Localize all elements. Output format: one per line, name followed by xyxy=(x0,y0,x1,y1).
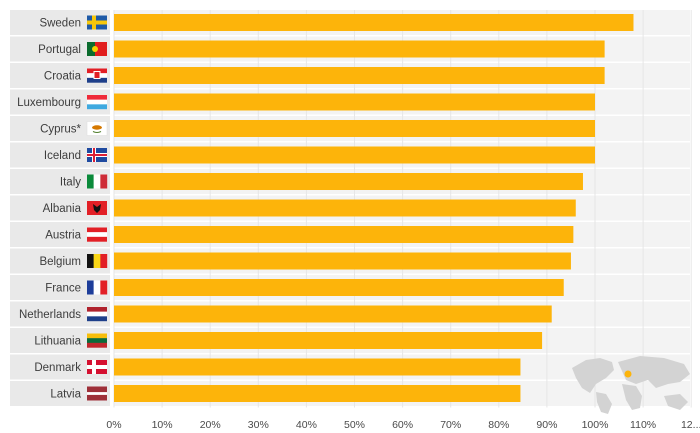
map-landmass xyxy=(622,384,642,410)
bar xyxy=(114,146,595,164)
albania-flag-icon xyxy=(87,201,107,215)
world-map-icon xyxy=(572,356,690,414)
map-highlight xyxy=(624,370,632,378)
bar xyxy=(114,67,605,84)
bar xyxy=(114,279,564,296)
bar xyxy=(114,252,571,270)
bar xyxy=(114,173,583,190)
category-label: Sweden xyxy=(39,18,81,30)
sweden-flag-icon xyxy=(87,15,107,30)
category-label: Belgium xyxy=(39,256,81,268)
x-tick-label: 100% xyxy=(582,419,609,431)
denmark-flag-icon xyxy=(87,360,107,374)
x-tick-label: 12... xyxy=(681,419,700,431)
bar xyxy=(114,385,521,402)
category-labels: Sweden Portugal Croatia Luxembourg Cyprus* Ic… xyxy=(17,18,82,401)
bar xyxy=(114,120,595,137)
map-landmass xyxy=(618,356,690,388)
x-tick-label: 70% xyxy=(440,419,461,431)
category-label: Austria xyxy=(45,230,81,242)
bar xyxy=(114,226,574,243)
bar xyxy=(114,358,521,376)
x-tick-label: 80% xyxy=(488,419,509,431)
cyprus-flag-icon xyxy=(86,121,108,136)
map-landmass xyxy=(664,394,688,410)
category-label: Albania xyxy=(43,203,82,215)
category-label: Iceland xyxy=(44,150,81,162)
category-label: Netherlands xyxy=(19,309,81,321)
bar xyxy=(114,14,634,31)
category-label: Latvia xyxy=(50,389,81,401)
bar xyxy=(114,305,552,323)
bar xyxy=(114,40,605,58)
x-tick-label: 10% xyxy=(152,419,173,431)
x-axis-ticks: 0% 10% 20% 30% 40% 50% 60% 70% 80% 90% 100% 110% 12.… xyxy=(106,419,700,431)
iceland-flag-icon xyxy=(87,148,107,162)
category-label: Italy xyxy=(60,177,81,189)
world-map-shape xyxy=(572,356,690,414)
x-tick-label: 30% xyxy=(248,419,269,431)
netherlands-flag-icon xyxy=(87,307,107,322)
x-tick-label: 20% xyxy=(200,419,221,431)
portugal-flag-icon xyxy=(87,42,107,56)
luxembourg-flag-icon xyxy=(87,95,107,110)
category-label: Luxembourg xyxy=(17,97,81,109)
bar xyxy=(114,93,595,111)
category-label: France xyxy=(45,283,81,295)
category-label: Portugal xyxy=(38,44,81,56)
bars xyxy=(114,14,634,402)
italy-flag-icon xyxy=(87,174,108,189)
x-tick-label: 50% xyxy=(344,419,365,431)
category-label: Denmark xyxy=(34,362,81,374)
bar xyxy=(114,199,576,217)
croatia-flag-icon xyxy=(87,68,107,83)
bar xyxy=(114,332,543,349)
austria-flag-icon xyxy=(87,227,107,242)
x-tick-label: 0% xyxy=(106,419,121,431)
category-label: Cyprus* xyxy=(40,124,81,136)
x-tick-label: 40% xyxy=(296,419,317,431)
map-landmass xyxy=(572,358,614,393)
map-landmass xyxy=(596,392,612,414)
latvia-flag-icon xyxy=(87,386,107,401)
france-flag-icon xyxy=(87,280,108,295)
category-label: Croatia xyxy=(44,71,82,83)
lithuania-flag-icon xyxy=(87,333,107,348)
flags xyxy=(86,15,108,401)
belgium-flag-icon xyxy=(87,254,108,268)
category-label: Lithuania xyxy=(34,336,81,348)
x-tick-label: 90% xyxy=(536,419,557,431)
x-tick-label: 110% xyxy=(630,419,656,431)
x-tick-label: 60% xyxy=(392,419,413,431)
